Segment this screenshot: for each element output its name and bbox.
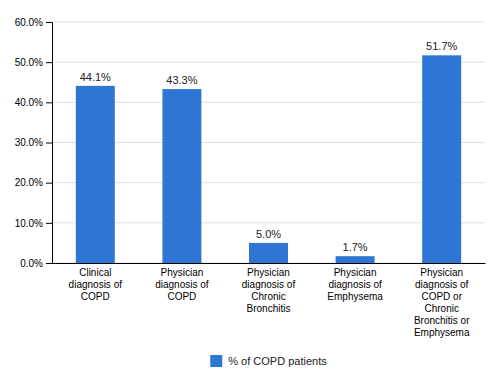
tick-label: 10.0% [15,218,43,229]
tick-label-line: Emphysema [327,291,383,302]
tick-mark [46,102,52,103]
tick: 20.0% [15,177,52,188]
tick: 0.0% [20,258,52,269]
y-axis: 0.0% 10.0% 20.0% 30.0% 40.0% 50.0% 60.0% [15,17,53,269]
tick-label-line: Physician [247,267,290,278]
tick-label: 20.0% [15,177,43,188]
grid-line [52,62,485,63]
tick: Clinicaldiagnosis ofCOPD [69,263,123,302]
tick-label-line: diagnosis of [328,279,382,290]
tick-label-line: diagnosis of [415,279,469,290]
tick-label: Physiciandiagnosis ofCOPD [155,267,209,302]
tick-label-line: Chronic [251,291,285,302]
tick-label-line: diagnosis of [69,279,123,290]
tick: Physiciandiagnosis ofEmphysema [327,263,383,302]
tick-mark [46,62,52,63]
grid-line [52,22,485,23]
tick-label-line: COPD or [421,291,462,302]
grid [52,22,485,263]
data-labels: 44.1% 43.3% 5.0% 1.7% 51.7% [80,40,458,253]
tick-label-line: Physician [160,267,203,278]
data-label: 51.7% [426,40,457,52]
data-label: 44.1% [80,71,111,83]
bar [162,89,201,263]
bars [76,55,461,263]
legend: % of COPD patients [210,355,327,367]
tick-label: Physiciandiagnosis ofChronicBronchitis [242,267,296,314]
grid-line [52,222,485,223]
bar [336,256,375,263]
tick-label: 30.0% [15,137,43,148]
legend-label: % of COPD patients [228,355,327,367]
tick-label-line: diagnosis of [242,279,296,290]
tick-label-line: COPD [81,291,110,302]
tick-label-line: COPD [167,291,196,302]
grid-line [52,142,485,143]
chart: 0.0% 10.0% 20.0% 30.0% 40.0% 50.0% 60.0% Clinic… [0,0,500,381]
bar [249,243,288,263]
bar [76,86,115,263]
data-label: 43.3% [166,74,197,86]
axis-line [46,23,53,264]
tick-mark [46,263,52,264]
tick-mark [46,143,52,144]
tick-label: Clinicaldiagnosis ofCOPD [69,267,123,302]
tick-label-line: Clinical [79,267,111,278]
grid-line [52,102,485,103]
tick-label: 0.0% [20,258,43,269]
tick: 60.0% [15,17,52,28]
tick-label-line: Physician [334,267,377,278]
tick: Physiciandiagnosis ofChronicBronchitis [242,263,296,314]
tick-label-line: diagnosis of [155,279,209,290]
tick-label-line: Bronchitis [247,303,291,314]
tick-label: 60.0% [15,17,43,28]
axis-line [53,263,486,264]
legend-swatch [210,355,222,367]
grid-line [52,182,485,183]
data-label: 5.0% [256,228,281,240]
tick-mark [46,223,52,224]
tick: Physiciandiagnosis ofCOPD orChronicBronc… [414,263,470,338]
tick-label-line: Bronchitis or [414,315,470,326]
tick: 40.0% [15,97,52,108]
bar [422,55,461,263]
tick-label-line: Chronic [424,303,458,314]
x-axis: Clinicaldiagnosis ofCOPDPhysiciandiagnos… [53,263,486,338]
tick-label: 50.0% [15,57,43,68]
tick: 30.0% [15,137,52,148]
tick-label-line: Emphysema [414,327,470,338]
plot: 0.0% 10.0% 20.0% 30.0% 40.0% 50.0% 60.0% Clinic… [15,17,486,338]
data-label: 1.7% [343,241,368,253]
tick: Physiciandiagnosis ofCOPD [155,263,209,302]
tick-mark [46,22,52,23]
tick-label: 40.0% [15,97,43,108]
tick-label: Physiciandiagnosis ofCOPD orChronicBronc… [414,267,470,338]
tick-label: Physiciandiagnosis ofEmphysema [327,267,383,302]
tick: 10.0% [15,218,52,229]
tick-label-line: Physician [420,267,463,278]
tick-mark [46,183,52,184]
tick: 50.0% [15,57,52,68]
